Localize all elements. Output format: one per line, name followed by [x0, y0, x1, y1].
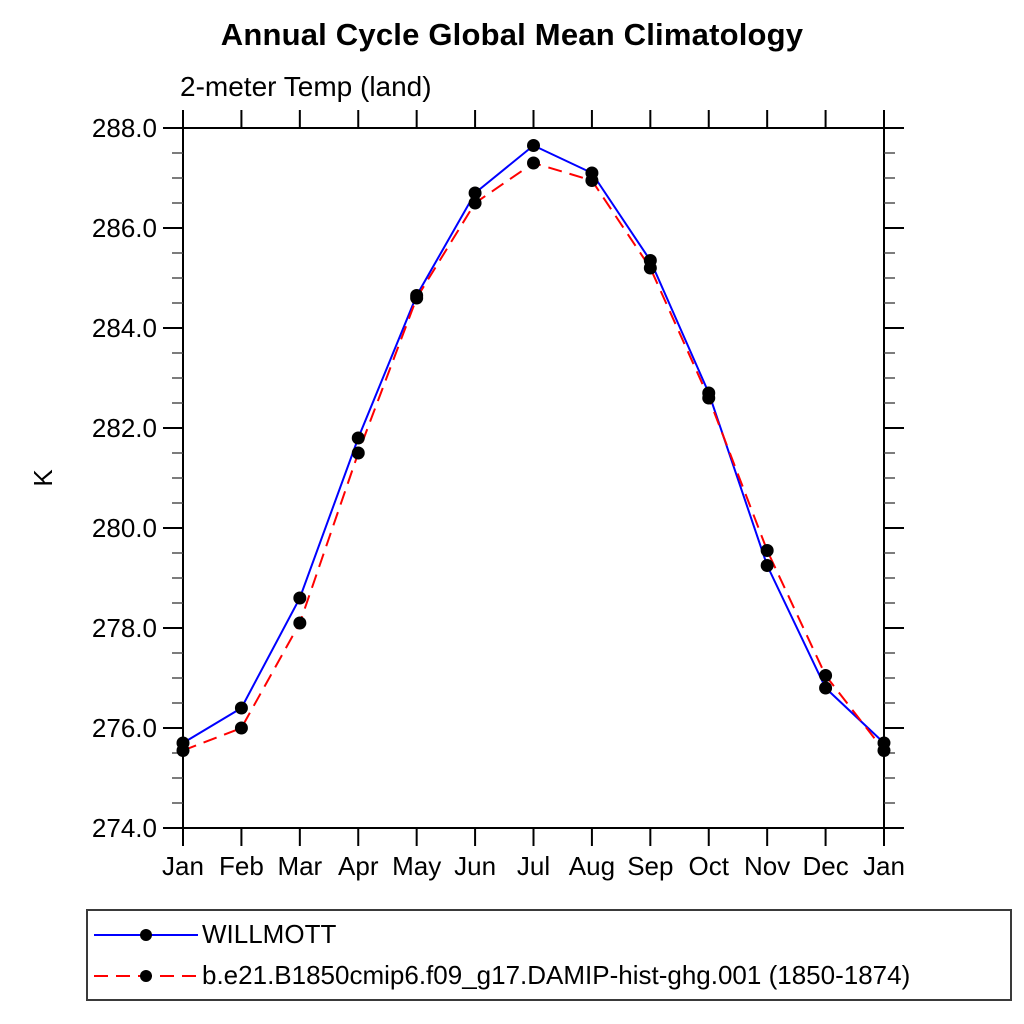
model-line-sample [94, 969, 198, 982]
y-tick-label: 286.0 [92, 213, 157, 243]
model-data-point [643, 261, 657, 275]
model-line [182, 161, 885, 752]
model-data-point [468, 196, 482, 210]
model-data-point [176, 744, 190, 757]
x-tick-label: Jan [162, 851, 204, 881]
x-tick-label: May [392, 851, 441, 881]
x-tick-label: Nov [744, 851, 790, 881]
y-tick-label: 282.0 [92, 413, 157, 443]
x-tick-label: Apr [338, 851, 379, 881]
willmott-data-point [293, 591, 307, 605]
model-data-point [877, 744, 891, 757]
y-tick-label: 280.0 [92, 513, 157, 543]
willmott-data-point [351, 431, 365, 445]
y-tick-label: 284.0 [92, 313, 157, 343]
legend-box: WILLMOTT b.e21.B1850cmip6.f09_g17.DAMIP-… [86, 909, 1012, 1001]
y-tick-label: 276.0 [92, 713, 157, 743]
plot-frame [182, 127, 885, 829]
chart-title: Annual Cycle Global Mean Climatology [220, 17, 804, 52]
willmott-data-point [819, 681, 833, 695]
x-tick-label: Jan [863, 851, 905, 881]
model-data-point [527, 156, 540, 170]
legend-label-model: b.e21.B1850cmip6.f09_g17.DAMIP-hist-ghg.… [202, 960, 911, 990]
legend-row-model: b.e21.B1850cmip6.f09_g17.DAMIP-hist-ghg.… [92, 959, 1010, 993]
x-tick-label: Jun [454, 851, 496, 881]
chart-subtitle: 2-meter Temp (land) [180, 71, 432, 102]
y-axis-label: K [28, 469, 58, 487]
x-tick-label: Dec [802, 851, 848, 881]
willmott-data-point [527, 139, 540, 152]
model-data-point [293, 616, 307, 630]
x-tick-label: Sep [627, 851, 673, 881]
willmott-line-sample [94, 928, 198, 941]
x-tick-label: Feb [219, 851, 264, 881]
model-data-point [702, 391, 716, 405]
x-tick-label: Mar [277, 851, 322, 881]
legend-label-willmott: WILLMOTT [202, 919, 337, 949]
x-tick-label: Aug [569, 851, 615, 881]
legend-row-willmott: WILLMOTT [92, 918, 1010, 952]
x-tick-label: Jul [517, 851, 550, 881]
x-tick-label: Oct [689, 851, 730, 881]
y-tick-label: 274.0 [92, 813, 157, 843]
willmott-data-point [760, 559, 774, 572]
y-tick-label: 278.0 [92, 613, 157, 643]
model-data-point [351, 446, 365, 460]
model-data-point [760, 544, 774, 557]
model-data-point [585, 174, 599, 187]
model-data-point [234, 721, 248, 735]
willmott-line [182, 144, 885, 744]
model-data-point [819, 669, 833, 682]
y-tick-label: 288.0 [92, 113, 157, 143]
model-data-point [410, 291, 424, 305]
willmott-data-point [468, 186, 482, 200]
willmott-data-point [234, 701, 248, 715]
